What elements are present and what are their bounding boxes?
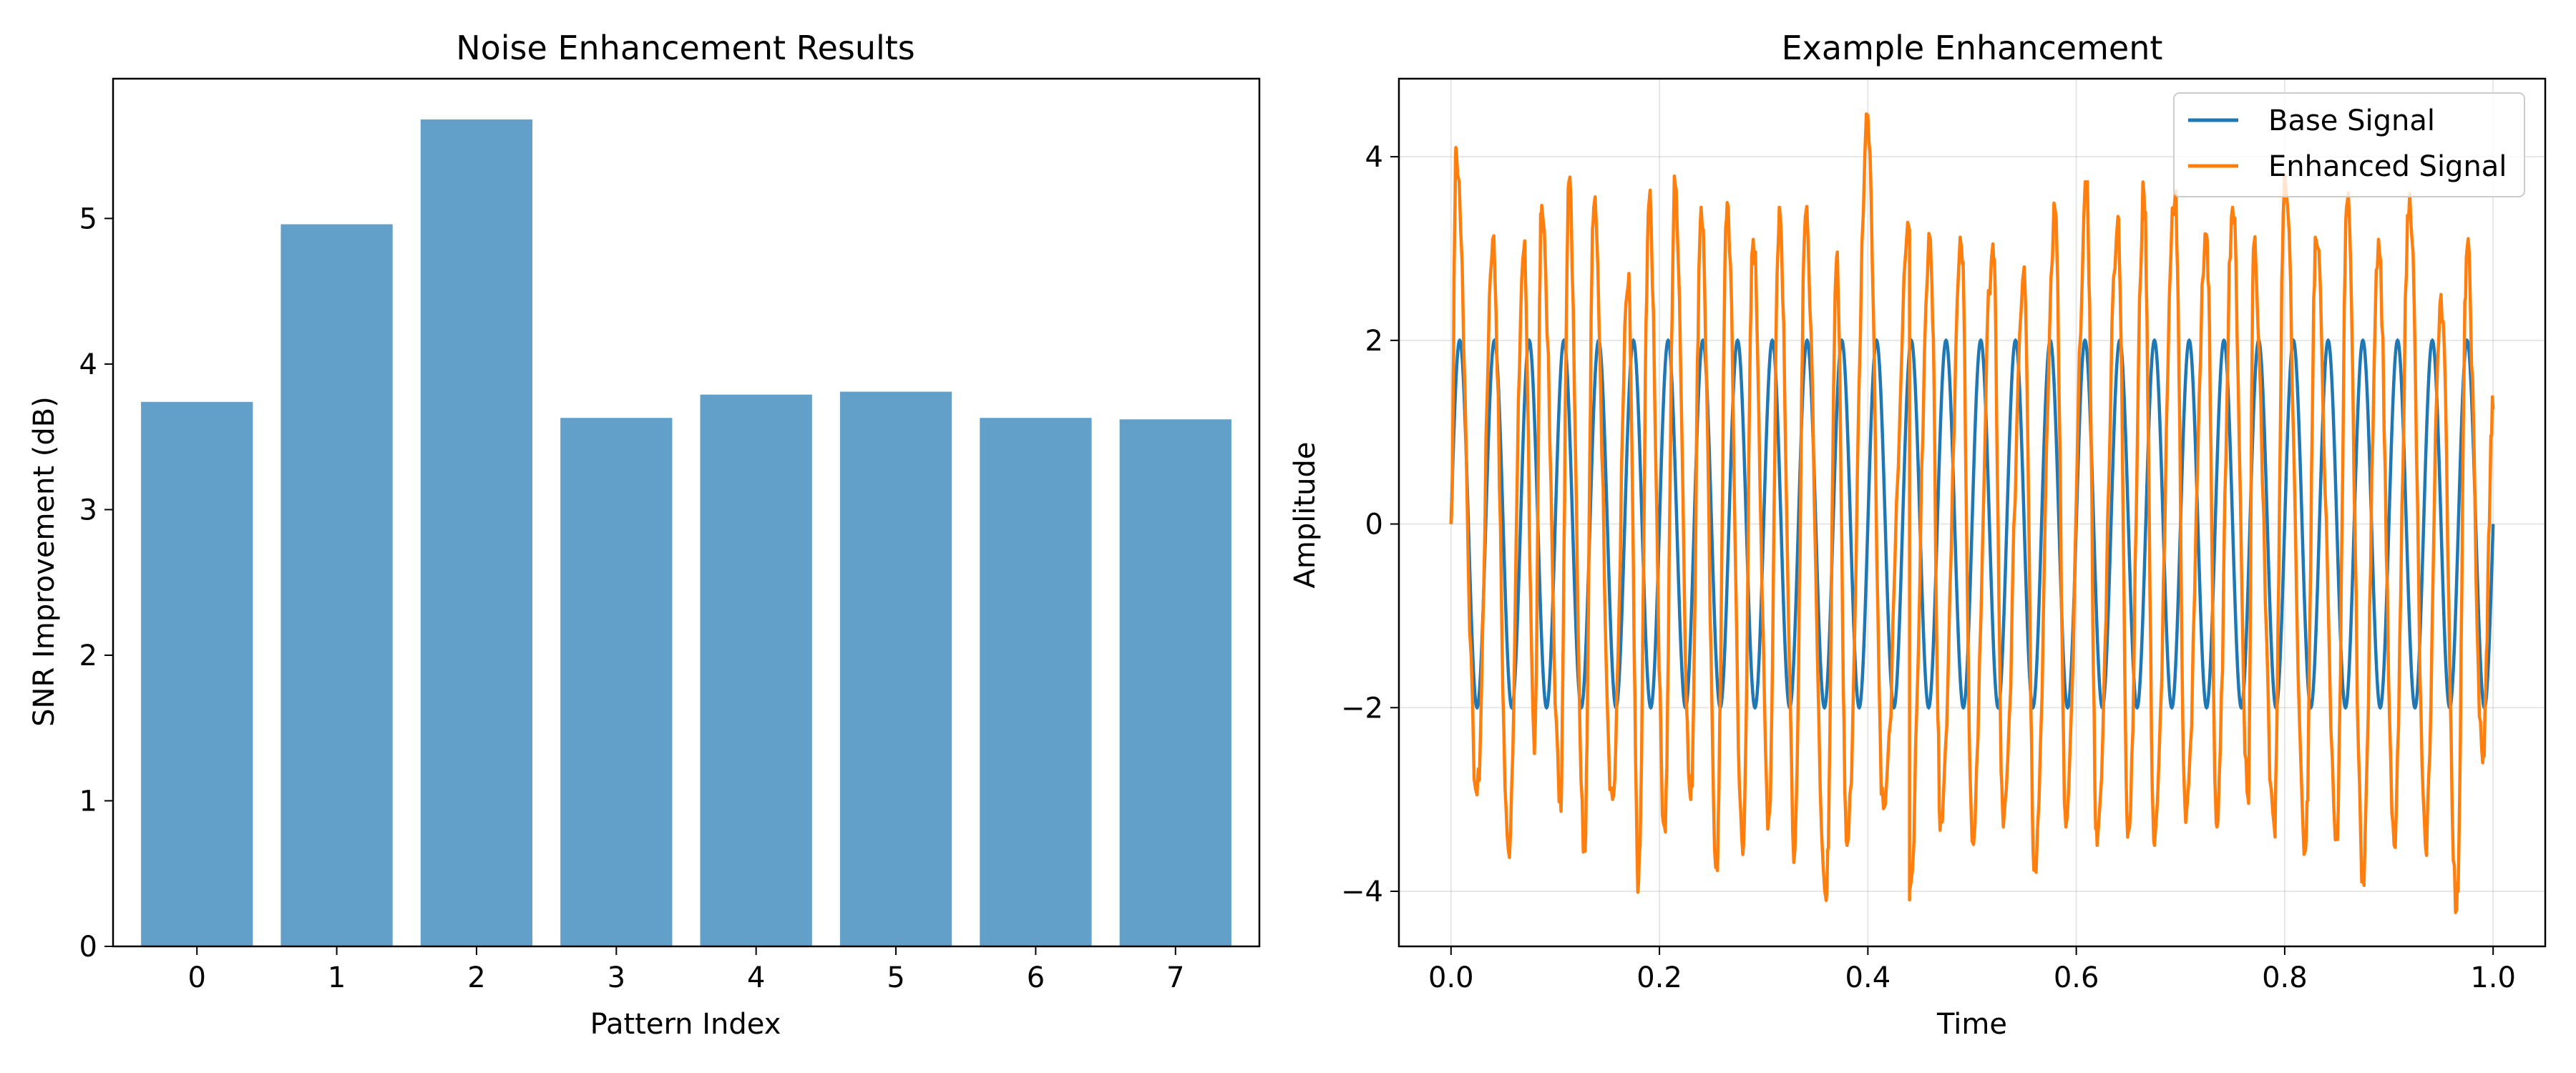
line-ytick-label: 2 [1365,325,1383,358]
legend-label-base-signal: Base Signal [2268,104,2435,137]
line-ytick-label: 0 [1365,509,1383,542]
line-chart-xlabel: Time [1936,1008,2007,1041]
bar-5 [839,391,952,946]
bar-ytick-label: 5 [79,202,97,235]
bar-chart-panel: Noise Enhancement Results 0 1 2 3 4 5 6 7 0 1 2 3 4 5… [28,29,1261,1041]
bar-xtick-label: 4 [747,961,765,994]
bar-xtick-label: 0 [187,961,205,994]
bar-xtick-label: 3 [608,961,625,994]
bar-6 [980,418,1092,946]
line-ytick-label: 4 [1365,141,1383,174]
bar-3 [560,418,673,946]
bar-ytick-label: 3 [79,494,97,526]
bar-axes-frame [112,77,1261,948]
bar-xtick-label: 6 [1027,961,1045,994]
legend-label-enhanced-signal: Enhanced Signal [2268,150,2507,183]
bar-7 [1119,419,1231,946]
line-ytick-label: −2 [1341,692,1383,725]
bar-xtick-label: 7 [1166,961,1184,994]
line-chart-panel: Example Enhancement 0.0 0.2 0.4 0.6 0.8 1.0 −4… [1289,29,2547,1041]
bar-xtick-label: 2 [467,961,485,994]
line-xtick-label: 0.8 [2262,961,2308,994]
bar-chart-title: Noise Enhancement Results [456,29,915,67]
bar-xtick-label: 1 [328,961,346,994]
line-chart-ylabel: Amplitude [1289,442,1322,589]
bar-ytick-label: 2 [79,640,97,672]
series-enhanced-signal [1449,112,2495,914]
line-xtick-label: 0.2 [1636,961,1682,994]
bar-1 [280,224,393,946]
bar-ytick-label: 1 [79,785,97,818]
line-xtick-label: 0.4 [1845,961,1891,994]
bar-ytick-label: 0 [79,931,97,964]
line-plot-area: 0.0 0.2 0.4 0.6 0.8 1.0 −4 −2 0 2 4 [1341,77,2547,994]
bar-0 [141,401,253,946]
bar-plot-area: 0 1 2 3 4 5 6 7 0 1 2 3 4 5 [79,77,1261,994]
line-xtick-label: 0.6 [2054,961,2099,994]
series-base-signal [1449,338,2495,710]
line-xtick-label: 1.0 [2470,961,2516,994]
bar-chart-xlabel: Pattern Index [590,1008,781,1041]
line-axes-frame [1397,77,2547,948]
bar-chart-ylabel: SNR Improvement (dB) [28,396,61,727]
bar-ytick-label: 4 [79,348,97,381]
legend-box [2173,92,2525,197]
bar-4 [700,394,812,946]
bar-xtick-label: 5 [887,961,904,994]
line-ytick-label: −4 [1341,876,1383,908]
bar-2 [420,119,533,946]
line-xtick-label: 0.0 [1428,961,1474,994]
line-chart-legend: Base Signal Enhanced Signal [2173,92,2525,197]
line-chart-title: Example Enhancement [1782,29,2163,67]
